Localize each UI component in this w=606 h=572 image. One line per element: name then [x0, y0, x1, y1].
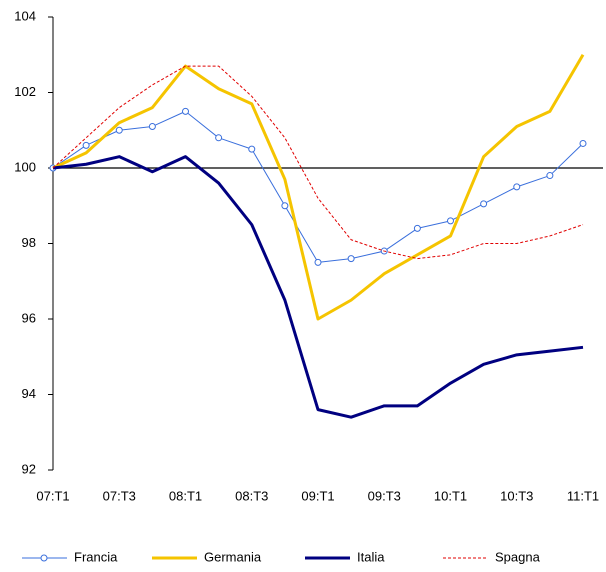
series-line — [52, 155, 584, 419]
series-marker — [513, 183, 521, 191]
series-line — [52, 53, 585, 321]
series-marker — [281, 202, 289, 210]
series-marker — [182, 107, 189, 115]
y-tick-label: 102 — [14, 84, 36, 99]
series-marker — [215, 134, 223, 142]
x-tick-label: 08:T3 — [235, 488, 268, 503]
x-tick-label: 10:T1 — [434, 488, 467, 503]
series-marker — [82, 141, 90, 149]
series-marker — [248, 145, 256, 153]
legend-label: Italia — [357, 549, 385, 564]
series-marker — [579, 139, 587, 147]
x-tick-label: 07:T3 — [103, 488, 136, 503]
y-tick-label: 92 — [22, 461, 36, 476]
series-marker — [115, 126, 123, 134]
series-marker — [447, 217, 454, 225]
legend-label: Germania — [204, 549, 262, 564]
x-tick-label: 11:T1 — [567, 488, 599, 503]
legend-label: Francia — [74, 549, 118, 564]
y-tick-label: 104 — [14, 8, 36, 23]
y-tick-label: 98 — [22, 235, 36, 250]
x-tick-label: 07:T1 — [36, 488, 69, 503]
x-tick-label: 09:T1 — [301, 488, 334, 503]
series-line — [52, 65, 584, 260]
legend-label: Spagna — [495, 549, 541, 564]
legend-marker — [40, 554, 48, 562]
series-marker — [347, 255, 355, 263]
series-marker — [148, 122, 156, 130]
series-marker — [480, 200, 488, 208]
series-marker — [546, 172, 554, 180]
series-marker — [413, 224, 421, 232]
series-line — [52, 110, 584, 263]
y-tick-label: 100 — [14, 159, 36, 174]
x-tick-label: 10:T3 — [500, 488, 533, 503]
x-tick-label: 08:T1 — [169, 488, 202, 503]
y-tick-label: 94 — [22, 386, 36, 401]
y-tick-label: 96 — [22, 310, 36, 325]
series-marker — [314, 258, 322, 266]
x-tick-label: 09:T3 — [368, 488, 401, 503]
